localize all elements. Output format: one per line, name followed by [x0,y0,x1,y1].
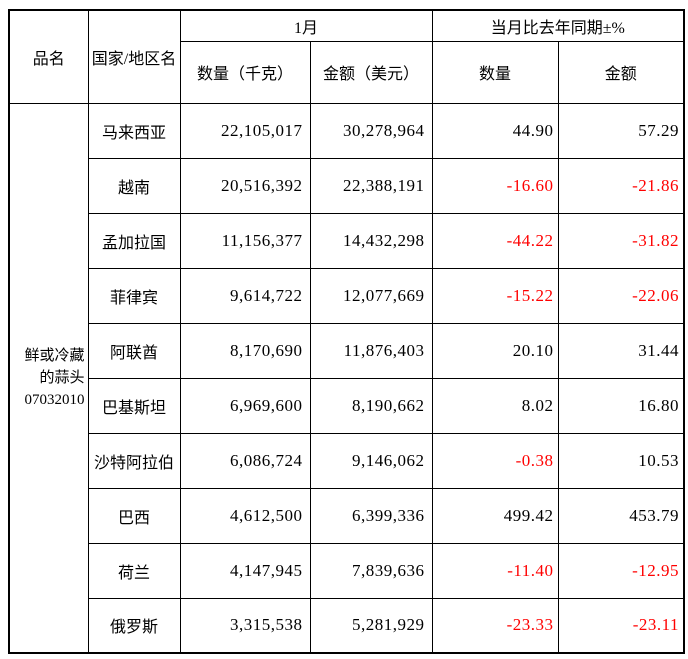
country-cell: 孟加拉国 [87,212,181,269]
country-cell: 荷兰 [87,542,181,599]
quantity-yoy-cell: -16.60 [431,157,559,214]
header-amount-yoy: 金额 [557,40,685,104]
country-cell: 越南 [87,157,181,214]
quantity-yoy-cell: 8.02 [431,377,559,434]
table-row: 鲜或冷藏 的蒜头 07032010 马来西亚 22,105,017 30,278,964 4… [8,102,685,654]
table-row: 菲律宾 9,614,722 12,077,669 -15.22 -22.06 [9,267,685,324]
quantity-yoy-cell: -0.38 [431,432,559,489]
header-country-region: 国家/地区名 [87,9,181,104]
quantity-yoy-cell: -44.22 [431,212,559,269]
product-name-line: 的蒜头 [39,369,85,386]
country-cell: 沙特阿拉伯 [87,432,181,489]
quantity-yoy-cell: -23.33 [431,597,559,654]
table-row: 沙特阿拉伯 6,086,724 9,146,062 -0.38 10.53 [9,432,685,489]
amount-usd-cell: 12,077,669 [309,267,433,324]
product-name-line: 07032010 [24,391,85,408]
quantity-kg-cell: 4,612,500 [179,487,311,544]
table-row: 孟加拉国 11,156,377 14,432,298 -44.22 -31.82 [9,212,685,269]
amount-yoy-cell: 16.80 [557,377,685,434]
amount-usd-cell: 22,388,191 [309,157,433,214]
amount-usd-cell: 9,146,062 [309,432,433,489]
amount-usd-cell: 30,278,964 [309,102,433,159]
quantity-yoy-cell: 499.42 [431,487,559,544]
quantity-kg-cell: 4,147,945 [179,542,311,599]
amount-usd-cell: 14,432,298 [309,212,433,269]
table-row: 俄罗斯 3,315,538 5,281,929 -23.33 -23.11 [9,597,685,654]
quantity-kg-cell: 6,969,600 [179,377,311,434]
amount-yoy-cell: 10.53 [557,432,685,489]
country-cell: 巴基斯坦 [87,377,181,434]
quantity-yoy-cell: -11.40 [431,542,559,599]
header-quantity-yoy: 数量 [431,40,559,104]
quantity-kg-cell: 6,086,724 [179,432,311,489]
amount-usd-cell: 11,876,403 [309,322,433,379]
header-yoy-group: 当月比去年同期±% [431,9,685,42]
country-cell: 阿联酋 [87,322,181,379]
amount-yoy-cell: -21.86 [557,157,685,214]
amount-yoy-cell: 453.79 [557,487,685,544]
amount-usd-cell: 8,190,662 [309,377,433,434]
header-quantity-kg: 数量（千克） [179,40,311,104]
amount-yoy-cell: -22.06 [557,267,685,324]
quantity-kg-cell: 3,315,538 [179,597,311,654]
country-cell: 马来西亚 [87,102,181,159]
country-cell: 菲律宾 [87,267,181,324]
header-amount-usd: 金额（美元） [309,40,433,104]
garlic-export-table: 品名 国家/地区名 1月 当月比去年同期±% 数量（千克） 金额（美元） 数量 … [8,9,686,654]
quantity-yoy-cell: 20.10 [431,322,559,379]
country-cell: 巴西 [87,487,181,544]
amount-usd-cell: 7,839,636 [309,542,433,599]
quantity-kg-cell: 8,170,690 [179,322,311,379]
amount-yoy-cell: -31.82 [557,212,685,269]
product-name-cell: 鲜或冷藏的蒜头 07032010 [8,102,89,654]
table-row: 荷兰 4,147,945 7,839,636 -11.40 -12.95 [9,542,685,599]
amount-yoy-cell: -23.11 [557,597,685,654]
header-product-name: 品名 [8,9,89,104]
table-body: 鲜或冷藏 的蒜头 07032010 马来西亚 22,105,017 30,278,964 4… [8,102,685,654]
table-row: 巴基斯坦 6,969,600 8,190,662 8.02 16.80 [9,377,685,434]
table-row: 巴西 4,612,500 6,399,336 499.42 453.79 [9,487,685,544]
export-table-container: 品名 国家/地区名 1月 当月比去年同期±% 数量（千克） 金额（美元） 数量 … [8,9,686,654]
amount-yoy-cell: 31.44 [557,322,685,379]
country-cell: 俄罗斯 [87,597,181,654]
table-row: 越南 20,516,392 22,388,191 -16.60 -21.86 [9,157,685,214]
table-row: 阿联酋 8,170,690 11,876,403 20.10 31.44 [9,322,685,379]
quantity-kg-cell: 22,105,017 [179,102,311,159]
quantity-kg-cell: 9,614,722 [179,267,311,324]
amount-usd-cell: 6,399,336 [309,487,433,544]
amount-usd-cell: 5,281,929 [309,597,433,654]
header-month-group: 1月 [179,9,433,42]
quantity-yoy-cell: -15.22 [431,267,559,324]
quantity-kg-cell: 11,156,377 [179,212,311,269]
product-name-line: 鲜或冷藏 [24,347,85,364]
amount-yoy-cell: -12.95 [557,542,685,599]
amount-yoy-cell: 57.29 [557,102,685,159]
quantity-kg-cell: 20,516,392 [179,157,311,214]
quantity-yoy-cell: 44.90 [431,102,559,159]
